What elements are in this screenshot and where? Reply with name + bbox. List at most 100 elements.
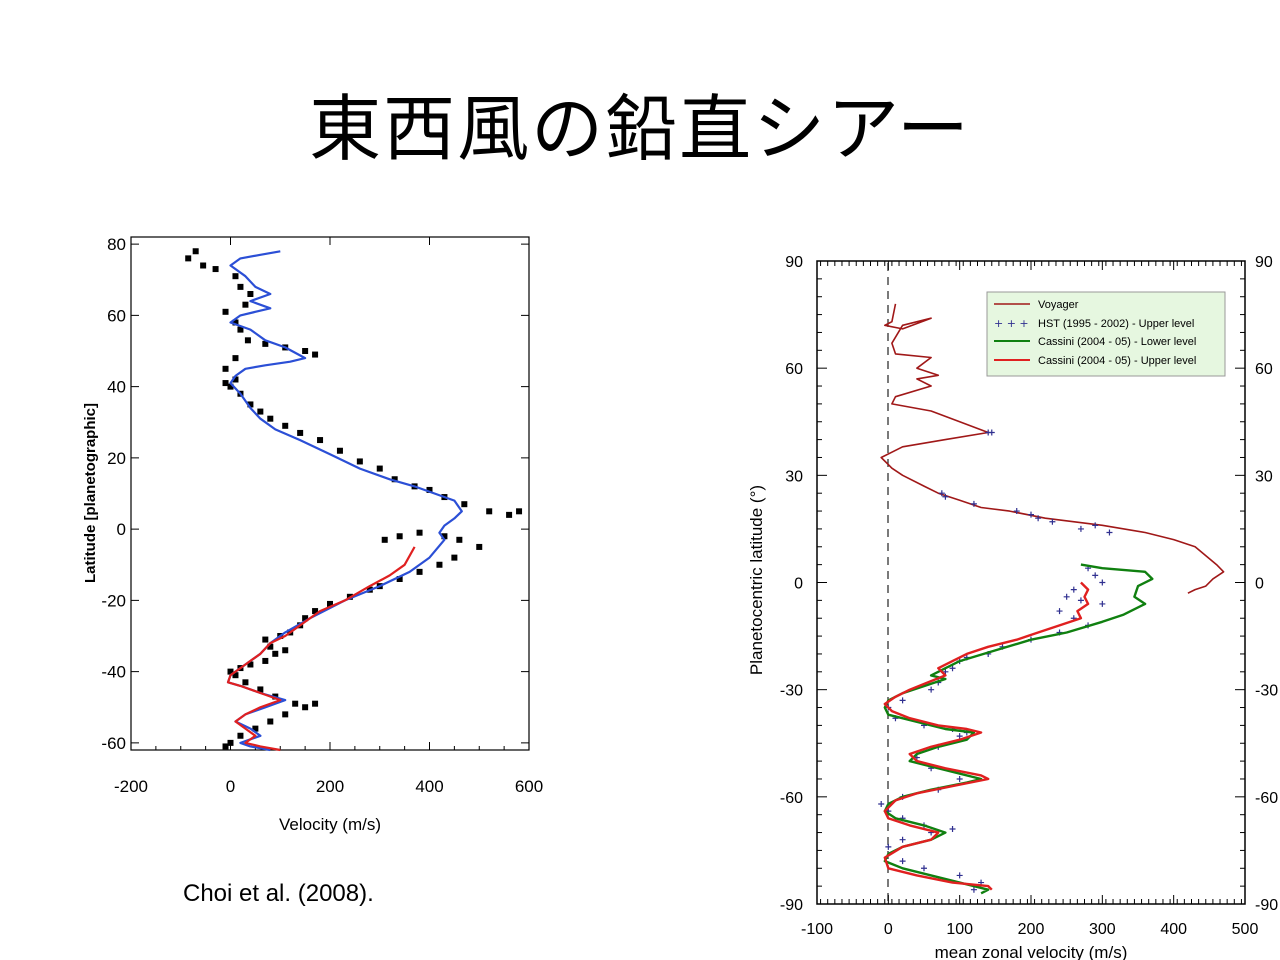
hst-scatter-point [1056, 608, 1063, 615]
left-scatter-point [232, 273, 239, 280]
left-scatter-point [212, 266, 219, 273]
hst-scatter-point [1077, 597, 1084, 604]
left-scatter-point [396, 576, 403, 582]
right-y-tick-label-right: 30 [1255, 468, 1273, 485]
left-scatter-point [232, 672, 239, 679]
right-cassini_upper-line [883, 581, 1090, 891]
hst-scatter-point [1063, 593, 1070, 600]
left-scatter-point [282, 647, 289, 654]
right-y-tick-label-right: 90 [1255, 254, 1273, 271]
left-scatter-point [222, 365, 229, 372]
left-y-axis-label: Latitude [planetographic] [82, 403, 99, 583]
left-scatter-point [237, 283, 244, 290]
left-y-tick-label: -60 [101, 734, 126, 753]
left-scatter-point [200, 262, 207, 269]
left-scatter-point [244, 337, 251, 344]
left-scatter-point [227, 668, 234, 675]
left-scatter-point [486, 508, 493, 515]
hst-scatter-point [1106, 529, 1113, 536]
hst-scatter-point [899, 836, 906, 843]
hst-scatter-point [928, 686, 935, 693]
left-x-tick-label: -200 [114, 777, 148, 796]
left-y-tick-label: 0 [117, 520, 126, 539]
left-scatter-point [227, 739, 234, 746]
right-y-tick-label: 30 [785, 468, 803, 485]
left-scatter-point [381, 536, 388, 543]
left-scatter-point [185, 255, 192, 262]
left-scatter-point [262, 340, 269, 347]
left-scatter-point [336, 447, 343, 454]
left-scatter-point [391, 476, 398, 483]
left-y-tick-label: 40 [107, 378, 126, 397]
left-scatter-point [416, 529, 423, 536]
right-y-axis-label: Planetocentric latitude (°) [747, 485, 766, 675]
left-scatter-point [267, 643, 274, 650]
left-scatter-point [237, 732, 244, 739]
left-x-tick-label: 400 [415, 777, 443, 796]
hst-scatter-point [949, 665, 956, 672]
left-scatter-point [232, 376, 239, 383]
right-x-axis-label: mean zonal velocity (m/s) [935, 943, 1128, 960]
left-y-tick-label: 20 [107, 449, 126, 468]
hst-scatter-point [949, 825, 956, 832]
left-scatter-point [257, 408, 264, 415]
legend-cassini-upper-label: Cassini (2004 - 05) - Upper level [1038, 355, 1196, 367]
hst-scatter-point [942, 493, 949, 500]
left-scatter-point [267, 415, 274, 422]
left-scatter-point [247, 401, 254, 408]
hst-scatter-point [1077, 525, 1084, 532]
right-y-tick-label: -90 [780, 897, 803, 914]
left-scatter-point [262, 657, 269, 664]
hst-scatter-point [988, 429, 995, 436]
left-scatter-point [451, 554, 458, 561]
right-y-tick-label: 90 [785, 254, 803, 271]
hst-scatter-point [1028, 511, 1034, 518]
hst-scatter-point [878, 800, 885, 807]
hst-scatter-point [1092, 572, 1099, 579]
left-scatter-point [262, 636, 269, 643]
left-scatter-point [292, 700, 299, 707]
left-scatter-point [242, 679, 249, 686]
left-y-tick-label: 60 [107, 306, 126, 325]
right-x-tick-label: 400 [1160, 921, 1187, 938]
right-x-tick-label: 100 [946, 921, 973, 938]
left-scatter-point [312, 700, 319, 707]
left-x-tick-label: 0 [226, 777, 235, 796]
left-scatter-point [222, 743, 229, 750]
left-scatter-point [506, 511, 513, 518]
hst-scatter-point [1092, 522, 1099, 529]
hst-scatter-point [1035, 515, 1042, 522]
hst-scatter-point [899, 858, 906, 865]
left-scatter-point [272, 650, 279, 657]
left-y-tick-label: -20 [101, 591, 126, 610]
legend-cassini-lower-label: Cassini (2004 - 05) - Lower level [1038, 336, 1196, 348]
right-y-tick-label-right: 0 [1255, 576, 1264, 593]
left-scatter-point [302, 348, 309, 354]
hst-scatter-point [1049, 518, 1056, 525]
right-x-tick-label: -100 [801, 921, 833, 938]
right-y-tick-label: 60 [785, 361, 803, 378]
hst-scatter-point [956, 775, 963, 782]
left-scatter-point [257, 686, 264, 693]
hst-scatter-point [970, 886, 977, 893]
hst-scatter-point [1013, 508, 1020, 515]
left-scatter-point [192, 248, 199, 255]
right-y-tick-label-right: -90 [1255, 897, 1278, 914]
left-scatter-point [267, 718, 274, 725]
left-scatter-point [247, 661, 254, 668]
left-scatter-point [396, 533, 403, 540]
left-scatter-point [456, 536, 463, 543]
left-scatter-point [232, 319, 239, 326]
left-scatter-point [441, 533, 448, 540]
left-scatter-point [426, 486, 433, 493]
right-legend: Voyager + + + HST (1995 - 2002) - Upper … [986, 291, 1226, 377]
left-x-tick-label: 200 [316, 777, 344, 796]
legend-hst-swatch: + + + [994, 317, 1029, 330]
left-y-tick-label: -40 [101, 663, 126, 682]
left-scatter-point [232, 355, 239, 362]
right-y-tick-label: -30 [780, 683, 803, 700]
left-scatter-point [227, 383, 234, 390]
left-scatter-point [516, 508, 523, 515]
right-y-tick-label: 0 [794, 576, 803, 593]
